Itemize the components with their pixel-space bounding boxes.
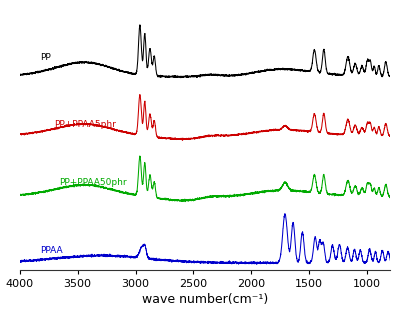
Text: PP+PPAA50phr: PP+PPAA50phr <box>59 178 127 187</box>
Text: PPAA: PPAA <box>40 246 63 255</box>
X-axis label: wave number(cm⁻¹): wave number(cm⁻¹) <box>142 294 268 306</box>
Text: PP: PP <box>40 53 51 62</box>
Text: PP+PPAA5phr: PP+PPAA5phr <box>54 120 116 129</box>
